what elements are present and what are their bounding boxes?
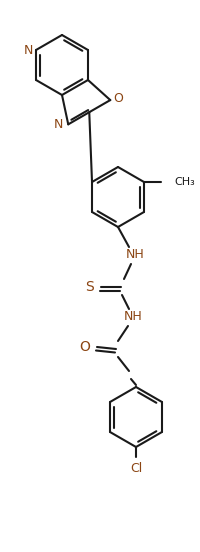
Text: NH: NH bbox=[125, 248, 144, 262]
Text: S: S bbox=[85, 280, 94, 294]
Text: NH: NH bbox=[123, 310, 142, 323]
Text: Cl: Cl bbox=[129, 463, 141, 475]
Text: O: O bbox=[79, 340, 90, 354]
Text: N: N bbox=[23, 44, 33, 56]
Text: O: O bbox=[113, 92, 123, 104]
Text: CH₃: CH₃ bbox=[173, 177, 194, 187]
Text: N: N bbox=[53, 118, 63, 131]
